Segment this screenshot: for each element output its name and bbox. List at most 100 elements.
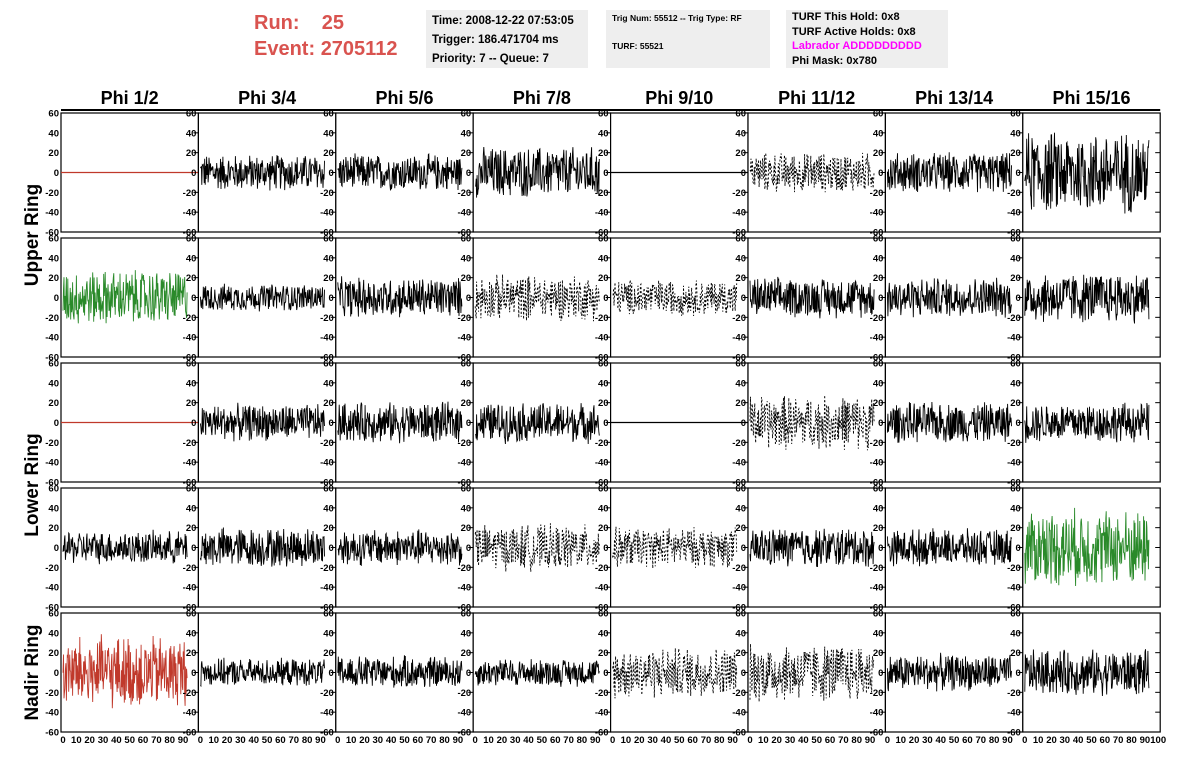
x-tick-label: 40 [386,735,397,746]
y-tick-label: -60 [183,353,197,364]
y-tick-label: -20 [870,688,884,699]
y-tick-label: 40 [735,253,746,264]
x-tick-label: 20 [771,735,782,746]
column-header: Phi 11/12 [778,88,855,108]
y-tick-label: -60 [457,728,471,739]
y-tick-label: 0 [191,543,196,554]
y-tick-label: 40 [323,503,334,514]
x-tick-label: 40 [248,735,259,746]
phi-mask-text: Phi Mask: 0x780 [792,54,877,67]
x-tick-label: 80 [164,735,175,746]
y-tick-label: -20 [183,438,197,449]
y-tick-label: -40 [45,583,59,594]
y-tick-label: -40 [1007,458,1021,469]
y-tick-label: -20 [45,188,59,199]
y-tick-label: 0 [1016,418,1021,429]
y-tick-label: -40 [870,583,884,594]
y-tick-label: 60 [323,234,334,245]
waveform-trace [749,528,875,568]
y-tick-label: 40 [735,503,746,514]
y-tick-label: 0 [603,168,608,179]
y-tick-label: 40 [323,378,334,389]
waveform-trace [200,657,325,688]
y-tick-label: 60 [735,109,746,120]
x-tick-label: 60 [825,735,836,746]
column-header: Phi 13/14 [915,88,993,108]
x-tick-label: 20 [497,735,508,746]
waveform-trace [200,155,325,191]
y-tick-label: -60 [870,353,884,364]
y-tick-label: 40 [186,503,197,514]
y-tick-label: 20 [873,523,884,534]
y-tick-label: -60 [320,353,334,364]
waveform-panel: -60 -40 -20 0 20 40 60 [595,109,749,239]
y-tick-label: 40 [1010,628,1021,639]
y-tick-label: -40 [320,208,334,219]
y-tick-label: 20 [873,398,884,409]
waveform-panel: -60 -40 -20 0 20 40 60 [870,234,1024,364]
y-tick-label: -20 [183,313,197,324]
waveform-panel: -60 -40 -20 0 20 40 60 [870,609,1024,739]
y-tick-label: -40 [457,583,471,594]
x-tick-label: 0 [335,735,340,746]
y-tick-label: 20 [48,648,59,659]
x-tick-label: 30 [647,735,658,746]
x-tick-label: 60 [413,735,424,746]
y-tick-label: 60 [873,359,884,370]
x-tick-label: 70 [1113,735,1124,746]
y-tick-label: -40 [1007,708,1021,719]
y-tick-label: 0 [603,543,608,554]
x-tick-label: 60 [550,735,561,746]
y-tick-label: -40 [320,458,334,469]
y-tick-label: 60 [186,609,197,620]
y-tick-label: 60 [461,234,472,245]
panel-frame [747,612,886,733]
turf-active-holds-text: TURF Active Holds: 0x8 [792,25,916,38]
y-tick-label: 40 [1010,378,1021,389]
y-tick-label: 20 [186,148,197,159]
waveform-panel: -60 -40 -20 0 20 40 60 [457,609,612,739]
y-tick-label: -40 [595,208,609,219]
event-value: 2705112 [320,38,398,60]
waveform-panel: -60 -40 -20 0 20 40 60 [45,109,199,239]
x-tick-label: 40 [523,735,534,746]
y-tick-label: -60 [595,228,609,239]
waveform-trace [749,643,875,702]
y-tick-label: 0 [878,543,883,554]
x-tick-label: 60 [687,735,698,746]
waveform-panel: -60 -40 -20 0 20 40 60 [1007,234,1161,364]
x-tick-label: 40 [661,735,672,746]
waveform-panel: -60 -40 -20 0 20 40 60 [45,609,199,739]
y-tick-label: -60 [732,603,746,614]
x-tick-label: 50 [949,735,960,746]
y-tick-label: 0 [54,168,59,179]
y-tick-label: 20 [1010,273,1021,284]
y-tick-label: 20 [48,148,59,159]
y-tick-label: 60 [1010,609,1021,620]
y-tick-label: -60 [1007,228,1021,239]
y-tick-label: 20 [1010,148,1021,159]
y-tick-label: 40 [873,253,884,264]
y-tick-label: 40 [48,253,59,264]
y-tick-label: -20 [457,563,471,574]
y-tick-label: 20 [186,523,197,534]
y-tick-label: -20 [183,188,197,199]
waveform-panel: -60 -40 -20 0 20 40 60 [45,484,199,614]
y-tick-label: 20 [186,273,197,284]
y-tick-label: 60 [186,484,197,495]
waveform-trace [474,274,600,322]
y-tick-label: 0 [741,293,746,304]
x-tick-label: 60 [1100,735,1111,746]
x-tick-label: 80 [302,735,313,746]
waveform-trace [1024,402,1150,443]
y-tick-label: 60 [323,109,334,120]
waveform-trace [1024,132,1150,214]
waveform-trace [199,283,325,312]
y-tick-label: 60 [186,359,197,370]
y-tick-label: -20 [732,563,746,574]
y-tick-label: -60 [1007,478,1021,489]
y-tick-label: 0 [878,668,883,679]
column-header: Phi 9/10 [645,88,713,108]
y-tick-label: 60 [598,109,609,120]
run-value: 25 [321,12,345,34]
